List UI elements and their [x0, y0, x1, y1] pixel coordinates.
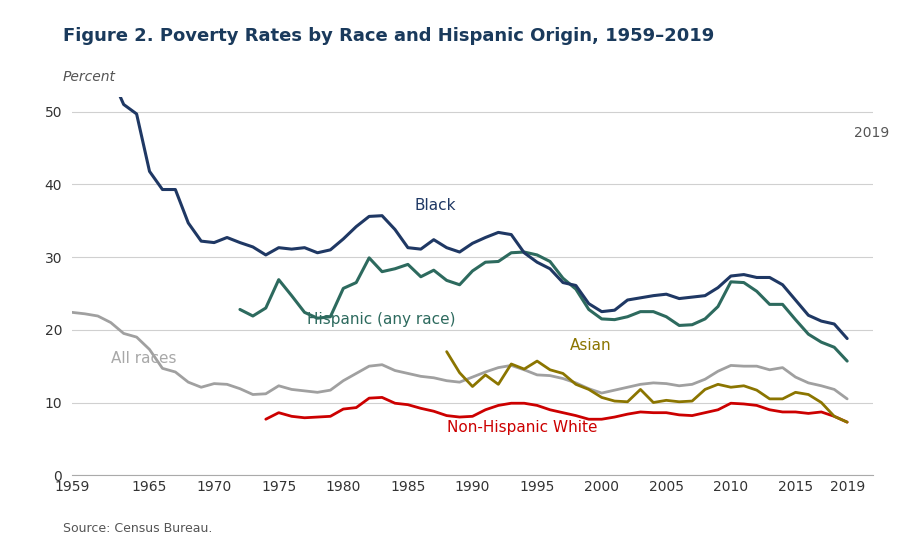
Text: Black: Black	[414, 198, 456, 213]
Text: 2019: 2019	[853, 126, 889, 140]
Text: Source: Census Bureau.: Source: Census Bureau.	[63, 522, 212, 535]
Text: All races: All races	[111, 350, 176, 366]
Text: Non-Hispanic White: Non-Hispanic White	[446, 420, 598, 435]
Text: Hispanic (any race): Hispanic (any race)	[307, 312, 455, 327]
Text: Asian: Asian	[570, 338, 611, 353]
Text: Percent: Percent	[63, 70, 116, 84]
Text: Figure 2. Poverty Rates by Race and Hispanic Origin, 1959–2019: Figure 2. Poverty Rates by Race and Hisp…	[63, 27, 715, 45]
